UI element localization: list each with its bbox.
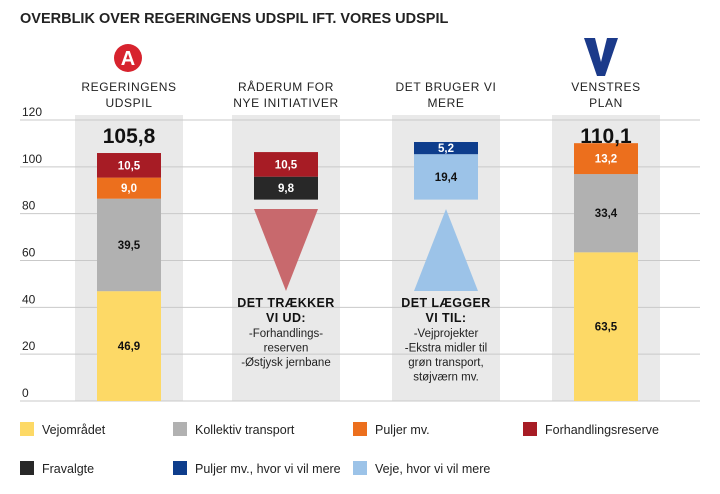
legend-swatch-kollektiv	[173, 422, 187, 436]
logo-v-shape	[584, 38, 618, 76]
legend-swatch-fravalgte	[20, 461, 34, 475]
y-tick-label: 60	[22, 246, 36, 260]
bar-value-label: 33,4	[595, 208, 618, 220]
annotation-line: grøn transport,	[408, 357, 483, 369]
column-header-line1: RÅDERUM FOR	[238, 79, 334, 94]
legend-swatch-veje_mere	[353, 461, 367, 475]
bar-segment-forhandlingsreserve	[254, 152, 318, 177]
bar-segment-veje_mere	[414, 154, 478, 200]
legend-label: Puljer mv.	[375, 423, 430, 437]
column-header-line2: UDSPIL	[106, 96, 153, 110]
bar-value-label: 19,4	[435, 172, 458, 184]
legend-swatch-vejomraadet	[20, 422, 34, 436]
column-header-line2: NYE INITIATIVER	[233, 96, 338, 110]
bar-segment-kollektiv	[97, 198, 161, 292]
remove-triangle	[254, 208, 318, 291]
column-header-line1: VENSTRES	[571, 80, 640, 94]
column-header-line2: PLAN	[589, 96, 623, 110]
annotation-line: -Ekstra midler til	[405, 343, 487, 355]
legend-label: Kollektiv transport	[195, 423, 295, 437]
column-total: 105,8	[103, 125, 156, 148]
logo-a-letter: A	[121, 48, 135, 70]
legend-swatch-puljer	[353, 422, 367, 436]
column-header-line1: REGERINGENS	[81, 80, 176, 94]
bar-value-label: 10,5	[275, 159, 298, 171]
annotation-line: reserven	[264, 343, 309, 355]
annotation-line: -Forhandlings-	[249, 328, 323, 340]
legend-label: Puljer mv., hvor vi vil mere	[195, 462, 341, 476]
column-panels	[75, 115, 660, 401]
annotation-line: -Østjysk jernbane	[241, 357, 330, 369]
bar-value-label: 10,5	[118, 160, 141, 172]
legend: Vejområdet Kollektiv transport Puljer mv. F…	[20, 422, 659, 476]
y-tick-label: 120	[22, 105, 42, 119]
y-tick-label: 40	[22, 292, 36, 306]
legend-label: Forhandlingsreserve	[545, 423, 659, 437]
bar-value-label: 46,9	[118, 341, 140, 353]
bars: 46,9 39,5 9,0 10,5 9,8 10,5 19,4 5,2 63,5 33,4 13,…	[97, 142, 638, 401]
bar-value-label: 13,2	[595, 154, 617, 166]
annotation-line: støjværn mv.	[413, 372, 479, 384]
y-tick-label: 100	[22, 152, 42, 166]
y-tick-label: 80	[22, 199, 36, 213]
column-header-line2: MERE	[427, 96, 464, 110]
y-tick-label: 0	[22, 386, 29, 400]
bar-value-label: 9,0	[121, 183, 137, 195]
y-tick-label: 20	[22, 339, 36, 353]
triangles	[254, 208, 478, 291]
bar-value-label: 5,2	[438, 143, 454, 155]
bar-segment-puljer	[97, 177, 161, 199]
logo-v-icon	[584, 38, 618, 76]
annotation-heading: VI TIL:	[426, 311, 467, 325]
bar-segment-puljer_mere	[414, 142, 478, 155]
bar-segment-puljer	[574, 143, 638, 175]
y-axis-ticks: 0 20 40 60 80 100 120	[22, 105, 42, 400]
annotation-line: -Vejprojekter	[414, 328, 479, 340]
bar-segment-vejomraadet	[574, 252, 638, 401]
bar-segment-forhandlingsreserve	[97, 153, 161, 178]
legend-swatch-puljer_mere	[173, 461, 187, 475]
chart-title: OVERBLIK OVER REGERINGENS UDSPIL IFT. VO…	[20, 11, 448, 27]
bar-value-label: 39,5	[118, 240, 141, 252]
bar-segment-kollektiv	[574, 174, 638, 253]
legend-swatch-forhandlingsreserve	[523, 422, 537, 436]
legend-label: Veje, hvor vi vil mere	[375, 462, 490, 476]
legend-label: Vejområdet	[42, 423, 106, 437]
annotation-heading: DET LÆGGER	[401, 296, 490, 310]
column-headers: REGERINGENS UDSPIL RÅDERUM FOR NYE INITIATI…	[81, 79, 640, 110]
annotation-heading: DET TRÆKKER	[237, 296, 334, 310]
column-total: 110,1	[580, 125, 632, 148]
legend-label: Fravalgte	[42, 462, 94, 476]
bar-value-label: 9,8	[278, 183, 295, 195]
logo-a-circle	[114, 44, 142, 72]
annotation-heading: VI UD:	[266, 311, 306, 325]
bar-segment-vejomraadet	[97, 291, 161, 401]
column-totals: 105,8 110,1	[103, 125, 632, 148]
add-triangle	[414, 208, 478, 291]
bar-value-label: 63,5	[595, 322, 618, 334]
bar-segment-fravalgte	[254, 176, 318, 200]
column-header-line1: DET BRUGER VI	[396, 80, 497, 94]
logo-a-icon: A	[114, 44, 142, 72]
